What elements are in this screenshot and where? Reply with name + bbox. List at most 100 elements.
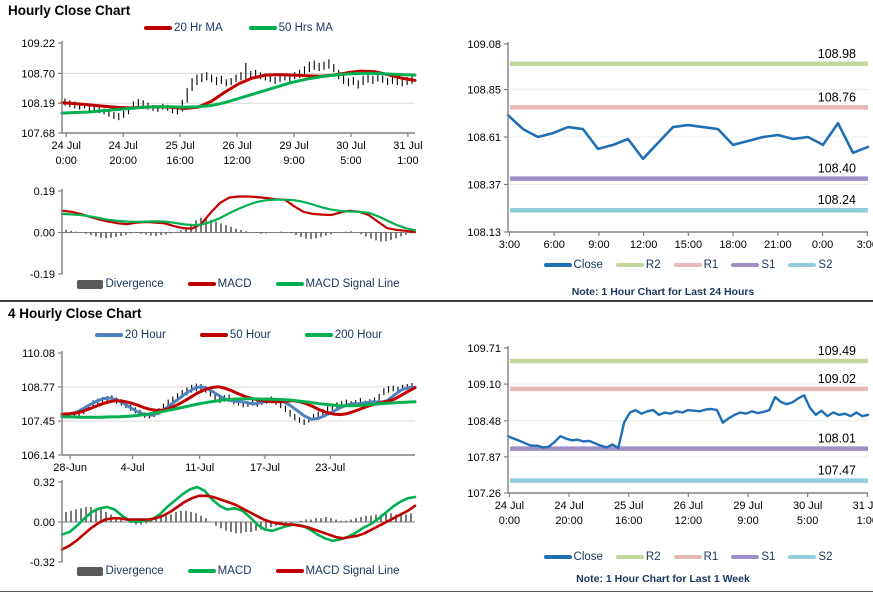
y-tick-label: 0.32	[34, 477, 55, 489]
y-tick-label: 108.77	[21, 382, 55, 394]
legend-label: R2	[645, 259, 661, 271]
x-tick-label: 1:00	[397, 155, 418, 167]
legend-weekly-pivot: Close R2 R1 S1 S2	[508, 551, 868, 563]
level-label-R2: 108.98	[818, 47, 856, 61]
hourly_pivot-plot: 108.98 108.76 108.40 108.24 109.08 108.85 108.…	[467, 39, 873, 251]
legend-label: S1	[761, 551, 776, 563]
x-tick-label: 24 Jul	[554, 500, 583, 512]
legend-label: MACD Signal Line	[305, 278, 400, 290]
legend-label: Close	[573, 551, 603, 563]
legend-item-divergence: Divergence	[77, 565, 164, 577]
legend-item-s2: S2	[788, 259, 832, 271]
hourly_close-series-50-hrs-ma	[60, 71, 417, 115]
y-tick-label: 107.45	[21, 416, 55, 428]
y-tick-label: 0.00	[34, 517, 55, 529]
x-tick-label: 0:00	[499, 515, 520, 527]
legend-item-divergence: Divergence	[77, 278, 164, 290]
level-label-R1: 109.02	[818, 372, 856, 386]
x-tick-label: 20:00	[555, 515, 583, 527]
x-tick-label: 9:00	[588, 239, 609, 251]
line-swatch-icon	[187, 569, 216, 573]
line-swatch-icon	[94, 333, 123, 337]
x-tick-label: 26 Jul	[222, 140, 251, 152]
y-tick-label: 0.00	[34, 228, 55, 240]
y-tick-label: 109.71	[467, 343, 501, 355]
legend-label: MACD Signal Line	[305, 565, 400, 577]
legend-label: 50 Hour	[229, 329, 271, 341]
level-label-S2: 108.24	[818, 193, 856, 207]
legend-item-50-hrs-ma: 50 Hrs MA	[248, 22, 333, 34]
x-tick-label: 24 Jul	[52, 140, 81, 152]
level-label-S2: 107.47	[818, 464, 856, 478]
y-tick-label: 108.13	[467, 227, 501, 239]
four_hourly_close-series-200-hour	[60, 397, 417, 419]
line-swatch-icon	[543, 555, 572, 559]
line-swatch-icon	[788, 555, 817, 559]
line-swatch-icon	[731, 555, 760, 559]
bottom-divider	[0, 591, 873, 592]
x-tick-label: 4-Jul	[121, 462, 145, 474]
x-tick-label: 16:00	[615, 515, 643, 527]
y-tick-label: 109.08	[467, 39, 501, 51]
line-swatch-icon	[673, 263, 702, 267]
legend-item-20-hr-ma: 20 Hr MA	[144, 22, 223, 34]
line-swatch-icon	[673, 555, 702, 559]
legend-hourly-pivot: Close R2 R1 S1 S2	[508, 259, 868, 271]
legend-item-20-hour: 20 Hour	[94, 329, 166, 341]
legend-item-s1: S1	[731, 259, 775, 271]
legend-item-r2: R2	[615, 551, 661, 563]
x-tick-label: 20:00	[109, 155, 137, 167]
x-tick-label: 12:00	[630, 239, 658, 251]
x-tick-label: 29 Jul	[279, 140, 308, 152]
x-tick-label: 11-Jul	[185, 462, 214, 474]
x-tick-label: 29 Jul	[733, 500, 762, 512]
x-tick-label: 6:00	[543, 239, 564, 251]
y-tick-label: -0.32	[30, 557, 55, 569]
y-tick-label: 108.85	[467, 85, 501, 97]
legend-item-s2: S2	[788, 551, 832, 563]
x-tick-label: 0:00	[812, 239, 833, 251]
legend-item-macd: MACD	[187, 278, 252, 290]
x-tick-label: 17-Jul	[250, 462, 280, 474]
y-tick-label: 107.68	[21, 128, 55, 140]
legend-item-r1: R1	[673, 551, 718, 563]
legend-item-r2: R2	[615, 259, 661, 271]
line-swatch-icon	[248, 26, 277, 30]
x-tick-label: 5:00	[797, 515, 818, 527]
note-hourly-pivot: Note: 1 Hour Chart for Last 24 Hours	[571, 286, 755, 298]
y-tick-label: 106.14	[21, 450, 55, 462]
x-tick-label: 15:00	[675, 239, 703, 251]
section-title-4hourly: 4 Hourly Close Chart	[8, 306, 142, 321]
legend-item-macd: MACD	[187, 565, 252, 577]
legend-hourly-close: 20 Hr MA 50 Hrs MA	[62, 22, 415, 34]
legend-item-close: Close	[543, 259, 603, 271]
legend-item-close: Close	[543, 551, 603, 563]
x-tick-label: 21:00	[764, 239, 792, 251]
x-tick-label: 25 Jul	[165, 140, 194, 152]
x-tick-label: 0:00	[56, 155, 77, 167]
legend-label: R1	[703, 259, 719, 271]
x-tick-label: 24 Jul	[109, 140, 138, 152]
four_hourly_macd-plot: 0.32 0.00 -0.32	[30, 477, 417, 569]
legend-hourly-macd: Divergence MACD MACD Signal Line	[62, 278, 415, 290]
note-weekly-pivot: Note: 1 Hour Chart for Last 1 Week	[576, 573, 750, 585]
legend-item-r1: R1	[673, 259, 719, 271]
x-tick-label: 25 Jul	[614, 500, 643, 512]
x-tick-label: 12:00	[223, 155, 251, 167]
x-tick-label: 3:00	[499, 239, 520, 251]
legend-label: Divergence	[105, 565, 164, 577]
legend-label: S1	[761, 259, 776, 271]
level-label-S1: 108.40	[818, 162, 856, 176]
section-divider	[0, 300, 873, 302]
legend-label: MACD	[217, 278, 252, 290]
x-tick-label: 5:00	[340, 155, 361, 167]
four_hourly_macd-series-macd-signal-line	[60, 494, 417, 551]
level-label-S1: 108.01	[818, 432, 856, 446]
line-swatch-icon	[199, 333, 228, 337]
y-tick-label: 109.10	[467, 379, 501, 391]
legend-label: Close	[573, 259, 603, 271]
legend-label: R2	[645, 551, 661, 563]
y-tick-label: 107.26	[467, 488, 501, 500]
